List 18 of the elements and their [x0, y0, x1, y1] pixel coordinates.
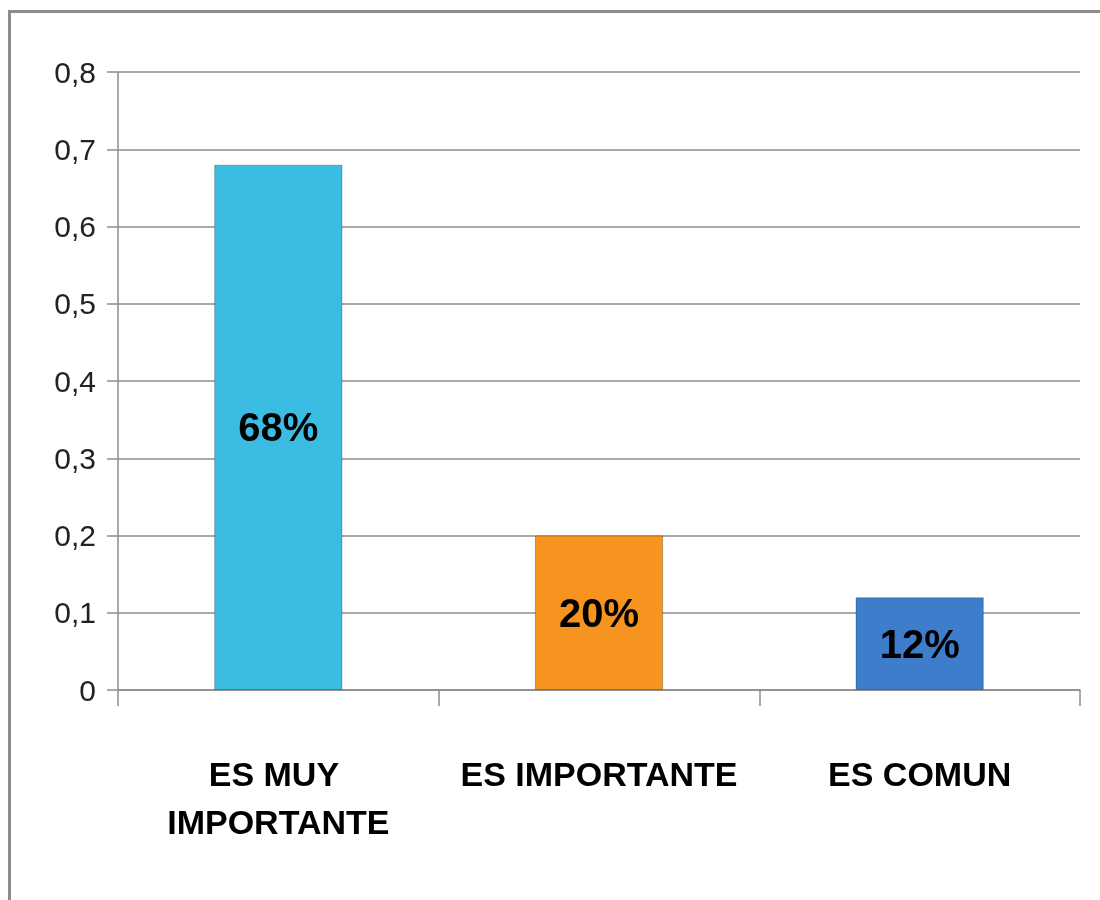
y-tick-label: 0,3 [54, 441, 96, 475]
y-tick-label: 0,7 [54, 132, 96, 166]
x-tick-label: ES COMUN [828, 755, 1012, 793]
y-tick-label: 0,4 [54, 364, 96, 398]
x-tick-label: ES IMPORTANTE [460, 755, 738, 793]
y-tick-label: 0,5 [54, 287, 96, 321]
y-tick-label: 0,8 [54, 55, 96, 89]
y-tick-label: 0 [79, 673, 96, 707]
y-tick-label: 0,2 [54, 519, 96, 552]
data-label: 20% [558, 590, 640, 635]
y-tick-label: 0,1 [54, 596, 96, 630]
bar [855, 597, 984, 690]
y-tick-label: 0,6 [54, 210, 96, 243]
data-label: 12% [879, 621, 960, 666]
bar [214, 164, 343, 690]
bar [534, 535, 664, 690]
data-label: 68% [238, 405, 319, 450]
x-tick-label: ES MUY IMPORTANTE [167, 755, 390, 841]
